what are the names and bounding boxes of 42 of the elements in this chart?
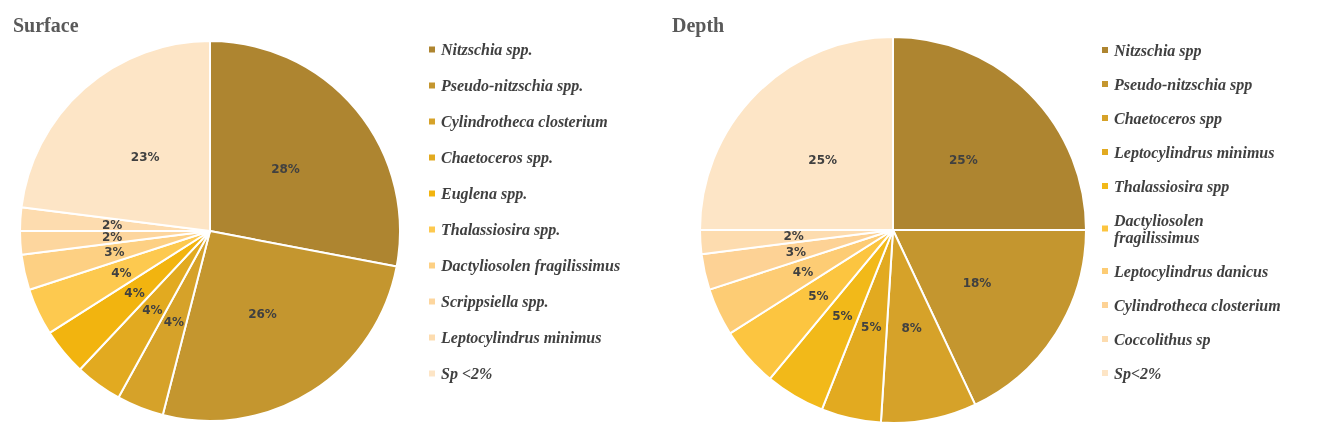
legend-label: Scrippsiella spp.: [441, 293, 549, 311]
legend-label: Dactyliosolen fragilissimus: [440, 257, 621, 275]
legend-label: Leptocylindrus minimus: [1113, 143, 1275, 162]
data-label: 3%: [785, 244, 807, 259]
data-label: 2%: [102, 230, 123, 245]
data-label: 3%: [104, 245, 125, 260]
legend-label: Dactyliosolen fragilissimus: [1113, 211, 1208, 247]
data-label: 4%: [124, 286, 145, 301]
legend-label: Coccolithus sp: [1114, 330, 1211, 349]
data-label: 4%: [163, 315, 185, 330]
data-label: 4%: [111, 265, 132, 280]
legend-label: Thalassiosira spp: [1114, 177, 1230, 196]
data-label: 8%: [901, 320, 922, 335]
legend-label: Chaetoceros spp.: [441, 149, 553, 167]
data-label: 18%: [962, 276, 992, 291]
legend-label: Pseudo-nitzschia spp.: [440, 77, 584, 95]
data-label: 28%: [271, 161, 300, 176]
data-label: 25%: [808, 152, 838, 167]
data-label: 25%: [948, 152, 978, 167]
legend-label: Sp<2%: [1114, 364, 1162, 383]
data-label: 4%: [142, 303, 163, 318]
legend-label: Thalassiosira spp.: [441, 221, 561, 239]
legend-label: Nitzschia spp: [1113, 41, 1202, 60]
chart-title: Depth: [672, 14, 725, 37]
data-label: 26%: [248, 306, 277, 321]
legend-label: Cylindrotheca closterium: [1114, 296, 1281, 315]
legend-label: Sp <2%: [441, 365, 493, 383]
chart-title: Surface: [13, 14, 79, 36]
data-label: 5%: [861, 320, 882, 335]
data-label: 5%: [832, 308, 853, 323]
legend-label: Chaetoceros spp: [1114, 109, 1222, 128]
data-label: 2%: [102, 217, 123, 232]
data-label: 23%: [130, 150, 160, 165]
legend-label: Nitzschia spp.: [440, 41, 533, 59]
legend-label: Pseudo-nitzschia spp: [1113, 75, 1253, 94]
data-label: 2%: [783, 229, 804, 244]
legend-label: Leptocylindrus danicus: [1113, 262, 1269, 281]
legend-label: Euglena spp.: [440, 185, 528, 203]
data-label: 5%: [808, 288, 829, 303]
legend-label: Cylindrotheca closterium: [441, 113, 608, 131]
data-label: 4%: [792, 265, 814, 280]
legend-label: Leptocylindrus minimus: [440, 329, 602, 347]
